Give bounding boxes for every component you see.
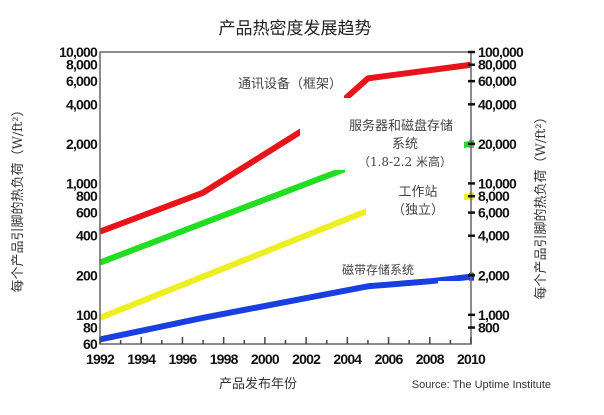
y-right-tick-label: 20,000 <box>478 136 517 152</box>
annotation-workstation-line2: （独立） <box>392 203 444 218</box>
chart-title: 产品热密度发展趋势 <box>219 19 372 39</box>
y-right-tick-label: 40,000 <box>478 96 517 112</box>
annotation-server-line3: （1.8-2.2 米高） <box>358 154 452 169</box>
x-tick-label: 2006 <box>375 351 404 367</box>
y-left-tick-label: 6,000 <box>66 73 98 89</box>
y-left-tick-label: 8,000 <box>66 57 98 73</box>
y-right-tick-label: 100,000 <box>478 44 524 60</box>
y-right-tick-label: 80,000 <box>478 57 517 73</box>
y-left-tick-label: 80 <box>83 320 98 336</box>
annotation-comm: 通讯设备（框架） <box>238 76 342 92</box>
annotation-box-comm <box>226 68 344 98</box>
y-right-tick-label: 4,000 <box>478 228 510 244</box>
y-left-tick-label: 2,000 <box>66 136 98 152</box>
y-left-tick-label: 60 <box>83 336 98 352</box>
x-tick-label: 2008 <box>416 351 445 367</box>
annotation-server-line2: 系统 <box>392 137 418 152</box>
y-right-tick-label: 6,000 <box>478 205 510 221</box>
y-axis-label-left: 每个产品引脚的热负荷（W/ft²） <box>10 104 26 293</box>
x-tick-label: 1998 <box>210 351 239 367</box>
annotation-tape: 磁带存储系统 <box>342 262 414 277</box>
annotation-box-server-2 <box>345 108 464 183</box>
x-tick-label: 1994 <box>127 351 156 367</box>
x-axis-label: 产品发布年份 <box>219 376 297 392</box>
x-tick-label: 2000 <box>251 351 280 367</box>
annotation-box-ws <box>366 183 464 228</box>
annotation-box-tape <box>438 281 462 289</box>
y-right-tick-label: 800 <box>478 320 500 336</box>
annotation-workstation-line1: 工作站 <box>398 185 437 200</box>
source-note: Source: The Uptime Institute <box>412 379 551 391</box>
y-axis-label-right: 每个产品引脚的热负荷（W/ft²） <box>533 111 549 300</box>
y-left-tick-label: 1,000 <box>66 175 98 191</box>
x-tick-label: 2010 <box>457 351 486 367</box>
y-right-tick-label: 2,000 <box>478 267 510 283</box>
series-line-3 <box>99 273 472 343</box>
x-tick-label: 1996 <box>168 351 197 367</box>
y-left-tick-label: 200 <box>76 267 98 283</box>
y-left-tick-label: 4,000 <box>66 96 98 112</box>
y-left-tick-label: 800 <box>76 188 98 204</box>
y-right-tick-label: 60,000 <box>478 73 517 89</box>
x-tick-label: 1992 <box>86 351 115 367</box>
y-left-tick-label: 600 <box>76 205 98 221</box>
annotation-server-line1: 服务器和磁盘存储 <box>349 118 453 134</box>
x-tick-label: 2002 <box>292 351 321 367</box>
y-right-tick-label: 1,000 <box>478 307 510 323</box>
y-right-tick-label: 10,000 <box>478 175 517 191</box>
y-left-tick-label: 400 <box>76 228 98 244</box>
y-right-tick-label: 8,000 <box>478 188 510 204</box>
x-tick-label: 2004 <box>333 351 362 367</box>
y-left-tick-label: 100 <box>76 307 98 323</box>
y-left-tick-label: 10,000 <box>59 44 98 60</box>
